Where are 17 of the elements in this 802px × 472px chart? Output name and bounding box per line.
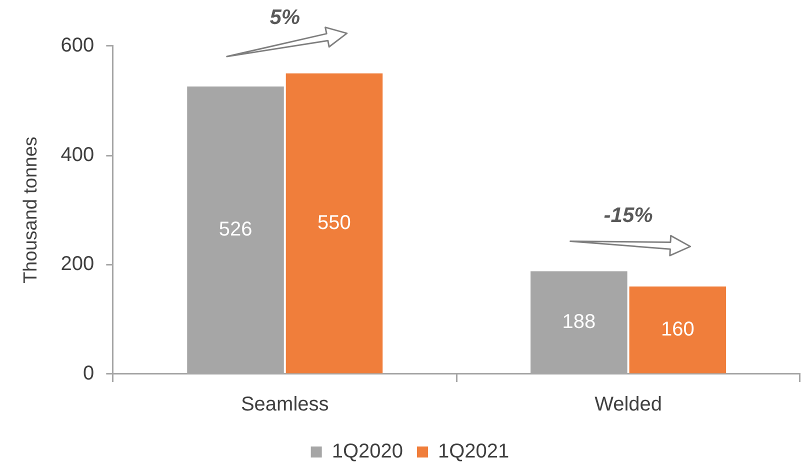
text: 5% bbox=[270, 6, 300, 30]
data-label: 550 bbox=[318, 212, 351, 234]
y-axis-title: Thousand tonnes bbox=[20, 136, 42, 284]
bar bbox=[629, 286, 726, 374]
data-label: 526 bbox=[218, 218, 252, 240]
data-label: 188 bbox=[562, 310, 596, 333]
x-tick-label: Seamless bbox=[240, 394, 329, 416]
y-tick-label: 200 bbox=[60, 253, 94, 276]
legend-label: 1Q2020 bbox=[332, 440, 403, 463]
annotation: -15% bbox=[604, 204, 654, 228]
x-tick-label: Welded bbox=[594, 394, 662, 416]
legend-label: 1Q2021 bbox=[438, 440, 510, 463]
y-tick-label: 600 bbox=[60, 34, 94, 57]
y-tick-label: 400 bbox=[60, 144, 94, 166]
bar bbox=[286, 73, 383, 374]
y-tick-label: 0 bbox=[83, 362, 94, 385]
data-label: 160 bbox=[660, 318, 694, 340]
